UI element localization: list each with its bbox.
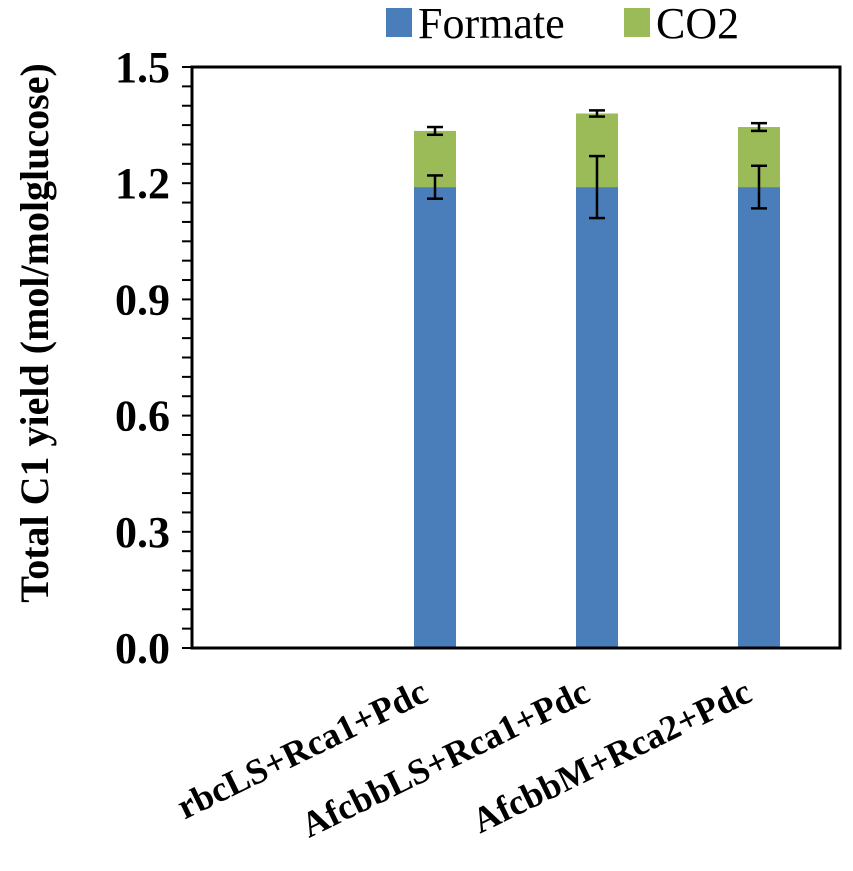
legend: Formate CO2 xyxy=(386,0,739,48)
error-bar-formate-1 xyxy=(427,174,443,200)
legend-swatch-co2 xyxy=(624,8,650,37)
error-bar-co2-2 xyxy=(589,109,605,118)
error-bar-co2-3 xyxy=(751,121,767,133)
legend-label-co2: CO2 xyxy=(656,0,739,48)
y-ticks-layer: 0.0 0.3 0.6 0.9 1.2 1.5 xyxy=(115,43,192,673)
bars-layer xyxy=(414,113,780,648)
y-tick-label: 0.0 xyxy=(115,624,170,673)
bar-formate-2 xyxy=(576,187,618,648)
error-bars-layer xyxy=(427,109,767,220)
error-bar-co2-1 xyxy=(427,125,443,137)
y-tick-label: 1.2 xyxy=(115,159,170,208)
x-category-labels: rbcLS+Rca1+PdcAfcbbLS+Rca1+PdcAfcbbM+Rca… xyxy=(171,671,758,845)
y-axis-title: Total C1 yield (mol/molglucose) xyxy=(12,63,57,603)
y-tick-label: 0.6 xyxy=(115,392,170,441)
y-tick-label: 0.3 xyxy=(115,508,170,557)
error-bar-formate-3 xyxy=(751,164,767,210)
y-tick-label: 0.9 xyxy=(115,275,170,324)
legend-label-formate: Formate xyxy=(418,0,565,48)
y-tick-label: 1.5 xyxy=(115,43,170,92)
bar-formate-1 xyxy=(414,187,456,648)
legend-swatch-formate xyxy=(386,8,412,37)
bar-formate-3 xyxy=(738,187,780,648)
x-category-label: AfcbbLS+Rca1+Pdc xyxy=(295,671,596,845)
x-category-label: AfcbbM+Rca2+Pdc xyxy=(466,671,758,841)
error-bar-formate-2 xyxy=(589,154,605,220)
